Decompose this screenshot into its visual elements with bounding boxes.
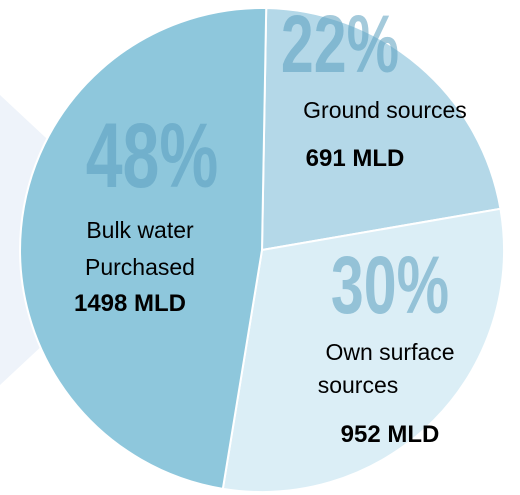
slice-label-bulk-water-purchased: Bulk water	[86, 217, 194, 243]
value-label-bulk-water-purchased: 1498 MLD	[74, 290, 186, 317]
slice-own-surface-sources	[221, 207, 505, 493]
slice-label-own-surface-sources: sources	[318, 372, 399, 398]
slice-label-ground-sources: Ground sources	[303, 97, 467, 123]
percent-label-own-surface-sources: 30%	[331, 240, 449, 332]
slice-label-bulk-water-purchased: Purchased	[85, 254, 195, 280]
value-label-own-surface-sources: 952 MLD	[341, 421, 440, 448]
value-label-ground-sources: 691 MLD	[306, 145, 405, 172]
pie-labels: 22% Ground sources 691 MLD 30% Own surface so…	[74, 0, 467, 448]
slice-bulk-water-purchased	[19, 7, 268, 490]
slice-ground-sources	[260, 7, 502, 252]
slice-label-own-surface-sources: Own surface	[325, 339, 454, 365]
pie-slices	[19, 7, 505, 493]
percent-label-ground-sources: 22%	[281, 0, 399, 90]
percent-label-bulk-water-purchased: 48%	[86, 103, 219, 206]
